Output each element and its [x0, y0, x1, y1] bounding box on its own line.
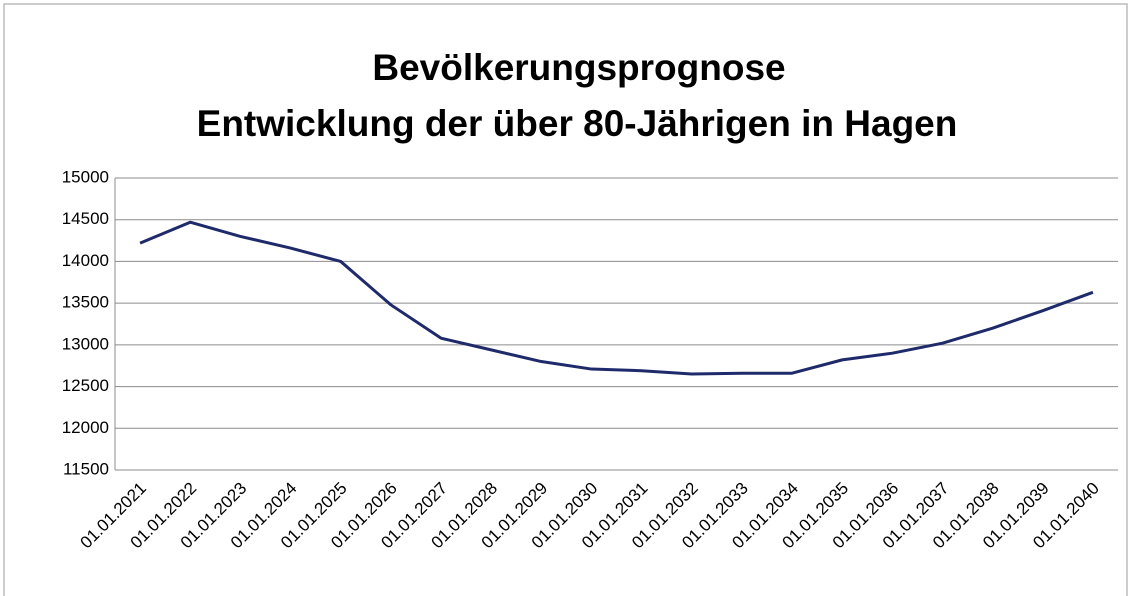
- chart-title: Bevölkerungsprognose: [372, 47, 785, 88]
- chart-border: [3, 3, 1128, 596]
- y-tick-label: 14000: [62, 251, 109, 270]
- y-tick-label: 12500: [62, 376, 109, 395]
- chart-subtitle: Entwicklung der über 80-Jährigen in Hage…: [197, 103, 958, 144]
- y-tick-label: 11500: [63, 459, 109, 478]
- y-tick-label: 12000: [62, 418, 109, 437]
- y-tick-label: 14500: [62, 209, 109, 228]
- y-tick-label: 13000: [62, 334, 109, 353]
- data-line: [139, 220, 1094, 376]
- y-tick-label: 13500: [62, 293, 109, 312]
- y-tick-label: 15000: [62, 167, 109, 186]
